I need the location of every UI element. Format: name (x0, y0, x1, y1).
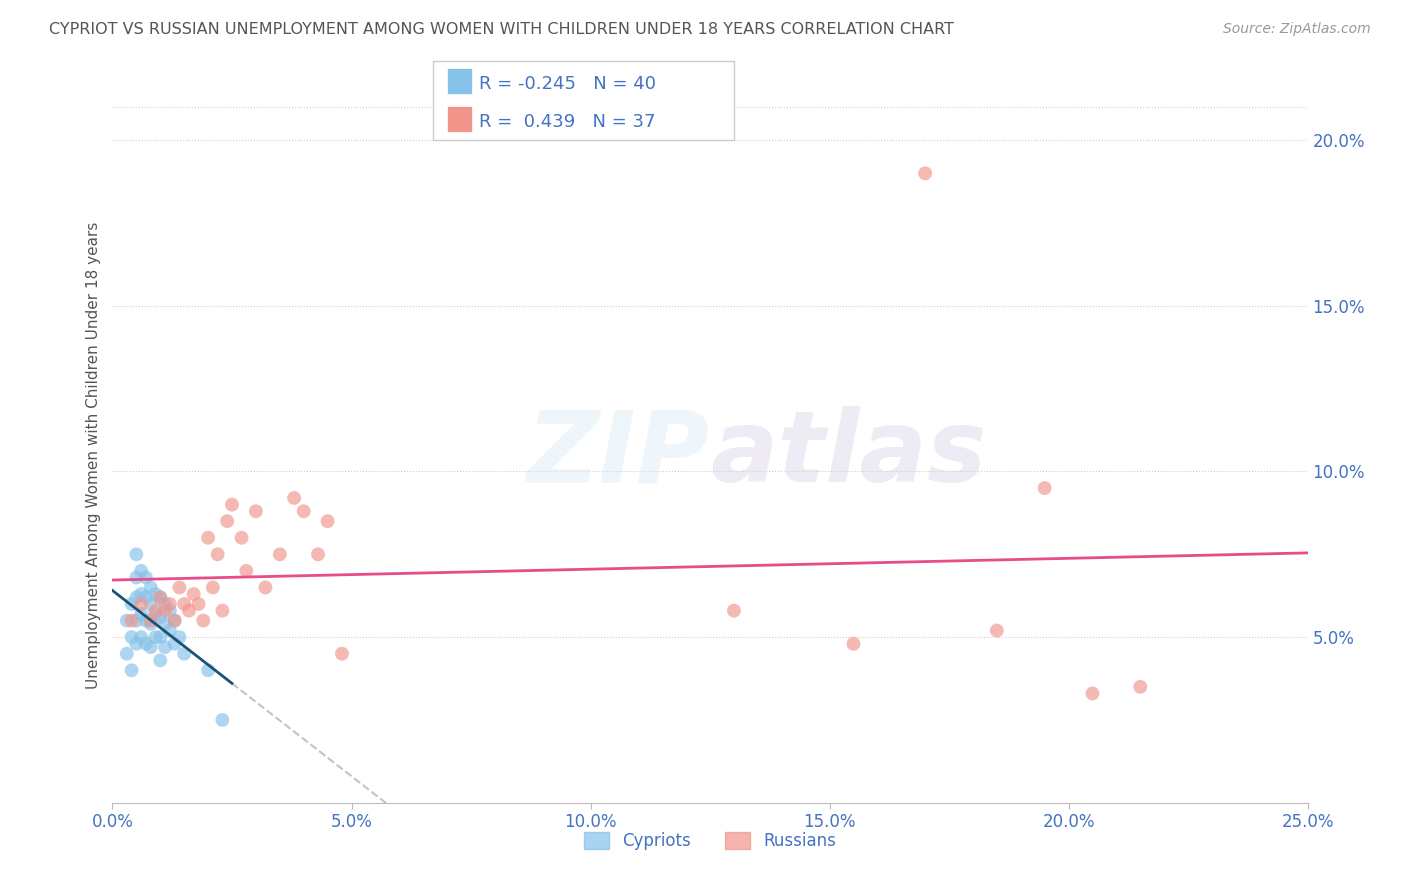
Y-axis label: Unemployment Among Women with Children Under 18 years: Unemployment Among Women with Children U… (86, 221, 101, 689)
Point (986, 624, 1008, 638)
Point (307, 547, 329, 561)
Point (125, 614, 148, 628)
Point (135, 637, 157, 651)
Point (135, 614, 157, 628)
Point (115, 647, 138, 661)
Point (153, 640, 176, 654)
Point (842, 637, 865, 651)
Point (231, 531, 253, 545)
Point (723, 604, 745, 618)
Point (121, 663, 143, 677)
Point (125, 570, 148, 584)
Point (145, 604, 167, 618)
Point (254, 581, 277, 595)
Point (139, 614, 162, 628)
Point (316, 514, 339, 528)
Point (115, 614, 138, 628)
Point (139, 616, 162, 631)
Point (283, 491, 305, 505)
Point (245, 504, 267, 518)
Point (211, 604, 233, 618)
Point (121, 630, 143, 644)
Point (125, 547, 148, 561)
Point (330, 647, 353, 661)
Point (145, 587, 167, 601)
Point (217, 514, 239, 528)
Point (207, 547, 229, 561)
Point (145, 607, 167, 621)
Point (197, 531, 219, 545)
Point (139, 640, 162, 654)
Point (169, 630, 191, 644)
Point (235, 564, 257, 578)
Text: ZIP: ZIP (527, 407, 710, 503)
Point (292, 504, 315, 518)
Text: Source: ZipAtlas.com: Source: ZipAtlas.com (1223, 22, 1371, 37)
Point (139, 597, 162, 611)
Point (269, 547, 291, 561)
Point (193, 614, 215, 628)
Point (129, 607, 152, 621)
Point (153, 616, 176, 631)
Point (139, 581, 162, 595)
Point (145, 630, 167, 644)
Point (135, 591, 157, 605)
Point (159, 624, 181, 638)
Point (121, 597, 143, 611)
Point (197, 663, 219, 677)
Point (153, 597, 176, 611)
Legend: Cypriots, Russians: Cypriots, Russians (578, 826, 842, 857)
Point (129, 587, 152, 601)
Point (163, 637, 186, 651)
Point (135, 570, 157, 584)
Point (1033, 481, 1056, 495)
Point (177, 604, 200, 618)
Point (149, 630, 172, 644)
Point (125, 637, 148, 651)
Point (169, 581, 191, 595)
Point (159, 604, 181, 618)
Point (129, 630, 152, 644)
Point (221, 498, 243, 512)
Point (149, 591, 172, 605)
Point (187, 597, 209, 611)
Point (201, 581, 224, 595)
Point (1129, 680, 1152, 694)
Point (914, 166, 936, 180)
Point (149, 653, 172, 667)
Text: CYPRIOT VS RUSSIAN UNEMPLOYMENT AMONG WOMEN WITH CHILDREN UNDER 18 YEARS CORRELA: CYPRIOT VS RUSSIAN UNEMPLOYMENT AMONG WO… (49, 22, 955, 37)
Point (129, 597, 152, 611)
Point (121, 614, 143, 628)
Point (129, 564, 152, 578)
Point (183, 587, 205, 601)
Text: R =  0.439   N = 37: R = 0.439 N = 37 (479, 112, 657, 130)
Point (173, 647, 195, 661)
Point (1081, 686, 1104, 700)
Point (159, 597, 181, 611)
Point (125, 591, 148, 605)
Point (163, 614, 186, 628)
Point (163, 614, 186, 628)
Point (153, 604, 176, 618)
Point (149, 610, 172, 624)
Text: R = -0.245   N = 40: R = -0.245 N = 40 (479, 75, 657, 93)
Point (149, 591, 172, 605)
Point (211, 713, 233, 727)
Text: atlas: atlas (710, 407, 987, 503)
Point (173, 597, 195, 611)
